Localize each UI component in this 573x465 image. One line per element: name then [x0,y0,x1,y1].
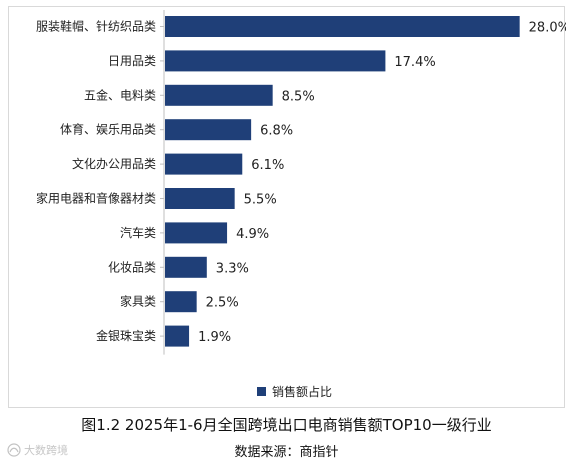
bar [165,256,207,278]
bar [165,119,252,141]
category-label: 家具类 [120,294,156,309]
category-label: 日用品类 [108,54,156,68]
category-label: 家用电器和音像器材类 [36,191,156,206]
data-label: 2.5% [206,296,239,311]
bar [165,16,520,37]
data-label: 6.8% [260,124,293,139]
bar [165,188,235,209]
data-label: 8.5% [282,89,315,104]
bar [165,153,243,175]
figure-caption: 图1.2 2025年1-6月全国跨境出口电商销售额TOP10一级行业 [81,416,492,434]
data-label: 6.1% [251,158,284,173]
data-label: 28.0% [529,21,566,36]
legend-swatch [257,386,266,396]
watermark-logo: 大数跨境 [7,443,68,457]
category-label: 服装鞋帽、针纺织品类 [36,19,156,34]
bar [165,84,273,106]
data-label: 1.9% [198,330,231,345]
data-label: 4.9% [236,227,269,242]
category-label: 文化办公用品类 [72,156,156,171]
watermark-text: 大数跨境 [24,443,68,457]
legend-label: 销售额占比 [272,384,333,399]
bar-chart: 服装鞋帽、针纺织品类 28.0% 日用品类 17.4% 五金、电料类 8.5% 体育、娱乐用… [36,10,566,355]
chart-frame: 服装鞋帽、针纺织品类 28.0% 日用品类 17.4% 五金、电料类 8.5% 体育、娱乐用… [8,6,566,408]
bar [165,325,190,347]
data-label: 5.5% [244,193,277,208]
category-label: 金银珠宝类 [96,328,156,343]
data-label: 17.4% [394,55,435,70]
category-label: 化妆品类 [108,260,156,274]
bar [165,222,228,244]
data-label: 3.3% [216,261,249,276]
category-label: 五金、电料类 [84,87,156,102]
data-source: 数据来源：商指针 [234,445,339,460]
legend: 销售额占比 [257,383,332,399]
category-label: 体育、娱乐用品类 [60,122,156,137]
bar [165,50,386,72]
category-label: 汽车类 [120,225,156,240]
bar [165,291,197,313]
